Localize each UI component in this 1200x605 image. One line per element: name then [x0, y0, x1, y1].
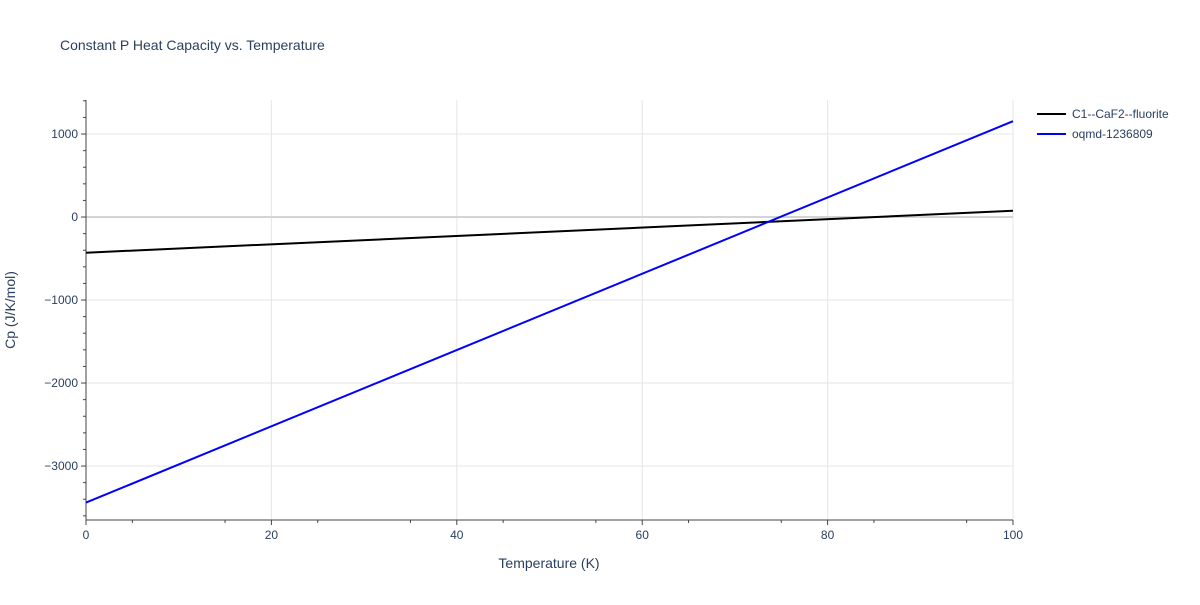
legend-label: oqmd-1236809 — [1072, 127, 1153, 141]
gridlines — [86, 100, 1014, 520]
series-group — [85, 120, 1014, 504]
chart-title: Constant P Heat Capacity vs. Temperature — [60, 37, 325, 53]
y-tick-label: −2000 — [44, 376, 78, 390]
legend[interactable]: C1--CaF2--fluorite oqmd-1236809 — [1037, 107, 1169, 141]
y-tick-label: −1000 — [44, 293, 78, 307]
x-axis-label: Temperature (K) — [498, 555, 599, 571]
series-line-2 — [85, 120, 1014, 504]
legend-label: C1--CaF2--fluorite — [1072, 107, 1169, 121]
x-tick-label: 100 — [1003, 528, 1023, 542]
x-tick-label: 80 — [821, 528, 835, 542]
x-tick-label: 40 — [450, 528, 464, 542]
legend-item[interactable]: C1--CaF2--fluorite — [1037, 107, 1169, 121]
y-axis-label: Cp (J/K/mol) — [2, 271, 18, 349]
x-tick-label: 0 — [83, 528, 90, 542]
y-tick-label: −3000 — [44, 459, 78, 473]
axes: 0 20 40 60 80 100 −3000 −2000 −1000 0 1000 — [44, 100, 1023, 542]
x-tick-label: 60 — [636, 528, 650, 542]
y-tick-label: 0 — [71, 210, 78, 224]
series-line-1 — [85, 209, 1014, 254]
x-tick-label: 20 — [265, 528, 279, 542]
y-tick-label: 1000 — [51, 127, 78, 141]
legend-item[interactable]: oqmd-1236809 — [1037, 127, 1153, 141]
